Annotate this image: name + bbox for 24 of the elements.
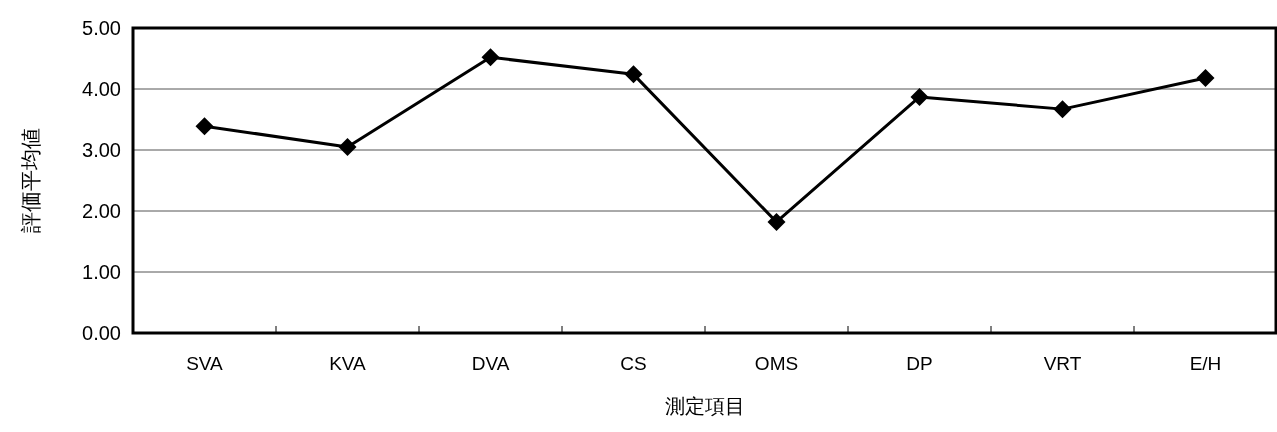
x-tick-label: DP bbox=[906, 353, 933, 374]
x-tick-label: CS bbox=[620, 353, 647, 374]
x-tick-label: VRT bbox=[1043, 353, 1082, 374]
point bbox=[338, 137, 357, 156]
point bbox=[624, 65, 643, 84]
point bbox=[767, 212, 786, 231]
y-axis-title: 評価平均値 bbox=[18, 128, 42, 233]
y-tick-label: 2.00 bbox=[82, 200, 121, 222]
point bbox=[1053, 100, 1072, 119]
y-tick-label: 4.00 bbox=[82, 78, 121, 100]
y-tick-label: 5.00 bbox=[82, 17, 121, 39]
x-tick-label: KVA bbox=[329, 353, 367, 374]
x-tick-label: SVA bbox=[186, 353, 224, 374]
x-tick-label: OMS bbox=[754, 353, 799, 374]
y-tick-label: 1.00 bbox=[82, 261, 121, 283]
point bbox=[481, 48, 500, 67]
point bbox=[195, 117, 214, 136]
y-tick-label: 3.00 bbox=[82, 139, 121, 161]
point bbox=[910, 87, 929, 106]
y-tick-label: 0.00 bbox=[82, 322, 121, 344]
x-axis-title: 測定項目 bbox=[665, 395, 745, 417]
point bbox=[1196, 69, 1215, 88]
x-tick-label: DVA bbox=[471, 353, 510, 374]
x-tick-label: E/H bbox=[1189, 353, 1222, 374]
